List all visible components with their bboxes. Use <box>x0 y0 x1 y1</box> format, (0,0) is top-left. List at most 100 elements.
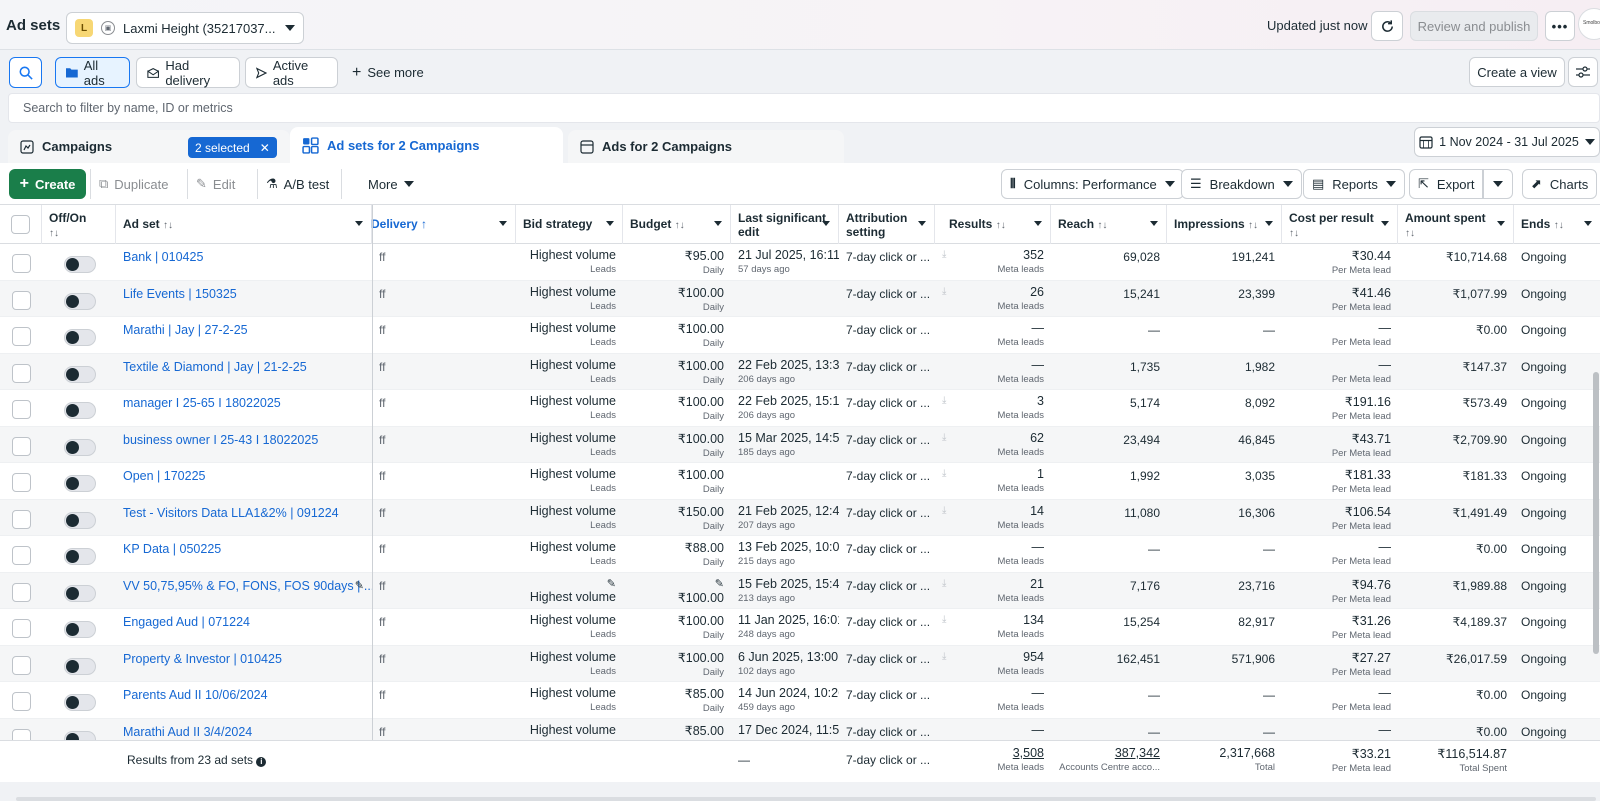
row-checkbox[interactable] <box>12 473 31 492</box>
all-ads-filter[interactable]: All ads <box>55 57 130 88</box>
export-options-button[interactable] <box>1483 169 1513 199</box>
ad-set-name-link[interactable]: Engaged Aud | 071224 <box>123 615 250 629</box>
row-checkbox[interactable] <box>12 546 31 565</box>
ab-test-button[interactable]: ⚗ A/B test <box>257 169 343 199</box>
header-bid-strategy[interactable]: Bid strategy <box>516 205 623 244</box>
row-checkbox[interactable] <box>12 582 31 602</box>
on-off-toggle[interactable] <box>64 402 96 419</box>
selected-campaigns-pill[interactable]: 2 selected ✕ <box>188 137 277 158</box>
ad-account-selector[interactable]: L ▣ Laxmi Height (35217037... <box>66 12 304 44</box>
close-icon[interactable]: ✕ <box>259 140 270 155</box>
refresh-button[interactable] <box>1371 11 1403 41</box>
on-off-toggle[interactable] <box>64 475 96 492</box>
columns-button[interactable]: ⦀ Columns: Performance <box>1001 169 1184 199</box>
pencil-icon[interactable]: ✎ <box>606 577 616 590</box>
tab-ad-sets[interactable]: Ad sets for 2 Campaigns <box>290 127 563 163</box>
header-amount-spent[interactable]: Amount spent ↑↓ <box>1398 205 1514 244</box>
pencil-icon[interactable]: ✎ <box>714 577 724 590</box>
table-row[interactable]: Open | 170225 ff Highest volume Leads ₹100.0… <box>0 463 1600 500</box>
table-row[interactable]: Life Events | 150325 ff Highest volume Lead… <box>0 280 1600 317</box>
table-row[interactable]: KP Data | 050225 ff Highest volume Leads ₹88… <box>0 536 1600 573</box>
ad-set-name-link[interactable]: Property & Investor | 010425 <box>123 651 282 666</box>
row-checkbox[interactable] <box>12 692 31 711</box>
table-row[interactable]: Test - Visitors Data LLA1&2% | 091224 ff H… <box>0 499 1600 536</box>
ad-set-name-link[interactable]: business owner I 25-43 I 18022025 <box>123 432 319 447</box>
totals-reach-value[interactable]: 387,342 <box>1114 746 1160 760</box>
table-row[interactable]: Engaged Aud | 071224 ff Highest volume Lead… <box>0 609 1600 646</box>
info-icon[interactable]: i <box>256 757 267 767</box>
edit-button[interactable]: ✎ Edit <box>187 169 243 199</box>
header-cost-per-result[interactable]: Cost per result ↑↓ <box>1282 205 1398 244</box>
on-off-toggle[interactable] <box>64 694 96 711</box>
on-off-toggle[interactable] <box>64 657 96 675</box>
row-checkbox[interactable] <box>12 254 31 273</box>
view-settings-button[interactable] <box>1568 57 1598 87</box>
header-results[interactable]: Results ↑↓ <box>935 205 1051 244</box>
export-button[interactable]: ⇱ Export <box>1409 169 1484 199</box>
create-view-button[interactable]: Create a view <box>1469 57 1565 87</box>
on-off-toggle[interactable] <box>64 292 96 310</box>
on-off-toggle[interactable] <box>64 438 96 456</box>
create-button[interactable]: + Create <box>9 169 86 199</box>
select-all-checkbox[interactable] <box>11 215 30 234</box>
row-checkbox[interactable] <box>12 363 31 383</box>
on-off-toggle[interactable] <box>64 365 96 383</box>
vertical-scrollbar[interactable] <box>1593 372 1599 654</box>
row-checkbox[interactable] <box>12 327 31 346</box>
reports-button[interactable]: ▤ Reports <box>1303 169 1405 199</box>
ad-set-name-link[interactable]: Marathi Aud II 3/4/2024 <box>123 724 253 739</box>
see-more-button[interactable]: + See more <box>352 64 424 80</box>
ad-set-name-link[interactable]: Parents Aud II 10/06/2024 <box>123 688 268 702</box>
ad-set-name-link[interactable]: manager I 25-65 I 18022025 <box>123 396 281 410</box>
table-row[interactable]: VV 50,75,95% & FO, FONS, FOS 90days | ..… <box>0 572 1600 609</box>
on-off-toggle[interactable] <box>64 256 96 273</box>
more-button[interactable]: More <box>360 169 422 199</box>
totals-results-value[interactable]: 3,508 <box>1012 746 1044 760</box>
pencil-icon[interactable]: ✎ <box>354 579 364 592</box>
search-input[interactable] <box>9 94 1599 122</box>
on-off-toggle[interactable] <box>64 511 96 529</box>
header-delivery[interactable]: Delivery ↑ <box>371 205 516 244</box>
header-budget[interactable]: Budget ↑↓ <box>623 205 731 244</box>
ad-set-name-link[interactable]: Marathi | Jay | 27-2-25 <box>123 323 248 337</box>
table-row[interactable]: Marathi Aud II 3/4/2024 ff Highest volume L… <box>0 718 1600 740</box>
ad-set-name-link[interactable]: VV 50,75,95% & FO, FONS, FOS 90days | ..… <box>123 578 372 593</box>
charts-button[interactable]: ⬈ Charts <box>1522 169 1598 199</box>
active-ads-filter[interactable]: Active ads <box>245 57 338 88</box>
table-row[interactable]: business owner I 25-43 I 18022025 ff Highe… <box>0 426 1600 463</box>
avatar[interactable]: Smolboh <box>1578 8 1600 40</box>
ad-set-name-link[interactable]: Bank | 010425 <box>123 250 204 264</box>
ad-set-name-link[interactable]: Open | 170225 <box>123 469 206 483</box>
header-last-significant-edit[interactable]: Last significant edit <box>731 205 839 244</box>
on-off-toggle[interactable] <box>64 584 96 602</box>
breakdown-button[interactable]: ☰ Breakdown <box>1181 169 1302 199</box>
on-off-toggle[interactable] <box>64 621 96 638</box>
date-range-picker[interactable]: 1 Nov 2024 - 31 Jul 2025 <box>1414 127 1600 157</box>
row-checkbox[interactable] <box>12 728 31 740</box>
header-reach[interactable]: Reach ↑↓ <box>1051 205 1167 244</box>
header-off-on[interactable]: Off/On ↑↓ <box>42 205 116 244</box>
on-off-toggle[interactable] <box>64 329 96 346</box>
ad-set-name-link[interactable]: Test - Visitors Data LLA1&2% | 091224 <box>123 505 339 520</box>
table-row[interactable]: manager I 25-65 I 18022025 ff Highest volu… <box>0 390 1600 427</box>
row-checkbox[interactable] <box>12 436 31 456</box>
ad-set-name-link[interactable]: Textile & Diamond | Jay | 21-2-25 <box>123 359 307 374</box>
header-impressions[interactable]: Impressions ↑↓ <box>1167 205 1282 244</box>
row-checkbox[interactable] <box>12 655 31 675</box>
review-and-publish-button[interactable]: Review and publish <box>1410 11 1538 41</box>
table-row[interactable]: Property & Investor | 010425 ff Highest vo… <box>0 645 1600 682</box>
row-checkbox[interactable] <box>12 290 31 310</box>
on-off-toggle[interactable] <box>64 548 96 565</box>
header-attribution-setting[interactable]: Attribution setting <box>839 205 935 244</box>
header-ends[interactable]: Ends ↑↓ <box>1514 205 1600 244</box>
table-row[interactable]: Marathi | Jay | 27-2-25 ff Highest volume L… <box>0 317 1600 354</box>
row-checkbox[interactable] <box>12 619 31 638</box>
table-row[interactable]: Textile & Diamond | Jay | 21-2-25 ff Highe… <box>0 353 1600 390</box>
table-row[interactable]: Bank | 010425 ff Highest volume Leads ₹95.00… <box>0 244 1600 281</box>
ad-set-name-link[interactable]: Life Events | 150325 <box>123 286 237 301</box>
header-ad-set[interactable]: Ad set ↑↓ <box>116 205 372 244</box>
duplicate-button[interactable]: ⧉ Duplicate <box>90 169 177 199</box>
tab-ads[interactable]: Ads for 2 Campaigns <box>568 130 844 163</box>
search-button[interactable] <box>9 57 42 88</box>
more-options-button[interactable]: ••• <box>1545 11 1575 41</box>
